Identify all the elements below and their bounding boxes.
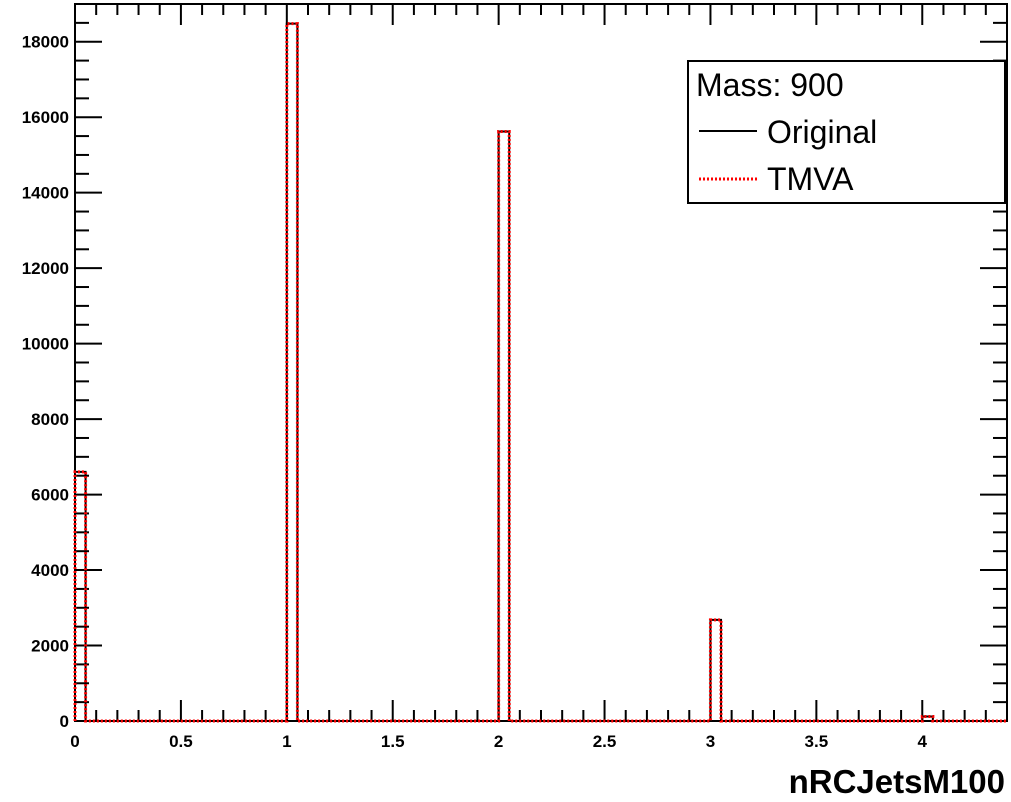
histogram-bin — [287, 24, 298, 721]
x-tick-label: 1 — [282, 732, 291, 751]
y-tick-label: 2000 — [31, 637, 69, 656]
x-tick-label: 0.5 — [169, 732, 193, 751]
y-tick-labels: 0 2000 4000 6000 8000 10000 12000 14000 16000 180… — [22, 33, 69, 731]
histogram-bin — [710, 620, 721, 721]
x-tick-label: 2 — [494, 732, 503, 751]
y-tick-label: 14000 — [22, 184, 69, 203]
y-tick-label: 4000 — [31, 561, 69, 580]
legend-label-tmva: TMVA — [767, 161, 854, 197]
x-tick-label: 0 — [70, 732, 79, 751]
x-tick-label: 2.5 — [593, 732, 617, 751]
y-tick-label: 6000 — [31, 486, 69, 505]
legend-title: Mass: 900 — [696, 67, 844, 103]
y-tick-label: 10000 — [22, 335, 69, 354]
histogram-series — [73, 22, 1007, 723]
legend-label-original: Original — [767, 114, 877, 150]
histogram-bin — [499, 132, 510, 721]
y-tick-label: 12000 — [22, 259, 69, 278]
y-tick-label: 18000 — [22, 33, 69, 52]
x-axis-title: nRCJetsM100 — [789, 763, 1005, 800]
x-tick-label: 4 — [918, 732, 928, 751]
histogram-bin — [710, 620, 721, 721]
y-tick-label: 8000 — [31, 410, 69, 429]
x-tick-label: 3.5 — [805, 732, 829, 751]
histogram-bin — [499, 132, 510, 721]
series-line-tmva — [73, 22, 1007, 723]
x-tick-label: 1.5 — [381, 732, 405, 751]
x-tick-label: 3 — [706, 732, 715, 751]
legend: Mass: 900 Original TMVA — [687, 60, 1006, 204]
x-tick-labels: 0 0.5 1 1.5 2 2.5 3 3.5 4 — [70, 732, 927, 751]
histogram-bin — [287, 24, 298, 721]
y-tick-label: 16000 — [22, 108, 69, 127]
y-tick-label: 0 — [60, 712, 69, 731]
